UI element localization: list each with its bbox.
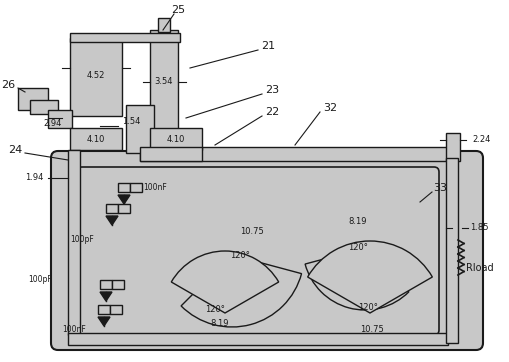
FancyBboxPatch shape (77, 167, 438, 335)
Text: 120°: 120° (205, 306, 224, 315)
Text: 26: 26 (1, 80, 15, 90)
Wedge shape (181, 255, 301, 327)
Wedge shape (171, 251, 278, 313)
Bar (48, 110, 72, 128)
Text: 21: 21 (261, 41, 274, 51)
Bar (118, 204, 130, 213)
Text: 32: 32 (322, 103, 336, 113)
Bar (140, 147, 447, 161)
Text: 120°: 120° (357, 303, 377, 312)
Text: 2.24: 2.24 (471, 135, 490, 144)
Wedge shape (307, 241, 432, 313)
Bar (445, 133, 459, 161)
Text: 2.94: 2.94 (43, 118, 61, 127)
Bar (106, 204, 118, 213)
Bar (18, 88, 48, 110)
Polygon shape (106, 216, 118, 225)
Bar (150, 30, 178, 135)
Bar (98, 305, 110, 314)
Text: 25: 25 (171, 5, 185, 15)
Text: 1.94: 1.94 (25, 173, 43, 182)
Text: 4.10: 4.10 (166, 135, 185, 143)
FancyBboxPatch shape (51, 151, 482, 350)
Text: 10.75: 10.75 (359, 325, 383, 334)
Wedge shape (304, 248, 408, 310)
Text: 1.85: 1.85 (469, 223, 488, 232)
Bar (140, 147, 202, 161)
Text: 1.54: 1.54 (122, 118, 140, 126)
Text: 8.19: 8.19 (348, 218, 366, 227)
Text: 24: 24 (8, 145, 22, 155)
Bar (30, 100, 58, 114)
Text: Rload: Rload (465, 263, 493, 273)
Text: 8.19: 8.19 (210, 319, 229, 328)
Text: 22: 22 (264, 107, 278, 117)
Text: 33: 33 (432, 183, 446, 193)
Bar (112, 280, 124, 289)
Text: 10.75: 10.75 (240, 227, 263, 236)
Bar (70, 128, 122, 150)
Bar (110, 305, 122, 314)
Text: 100nF: 100nF (143, 182, 166, 191)
Text: 120°: 120° (347, 244, 367, 253)
Text: 3.54: 3.54 (154, 77, 173, 87)
Text: 4.52: 4.52 (87, 72, 105, 80)
Bar (118, 183, 130, 192)
Text: 100pF: 100pF (28, 275, 52, 285)
Bar (126, 105, 154, 153)
Text: 100nF: 100nF (62, 325, 86, 334)
Polygon shape (100, 292, 112, 301)
Bar (100, 280, 112, 289)
Bar (158, 18, 169, 32)
Polygon shape (118, 195, 130, 204)
Text: 100pF: 100pF (70, 236, 94, 244)
Polygon shape (98, 317, 110, 326)
Bar (70, 33, 180, 42)
Bar (70, 38, 122, 116)
Text: 23: 23 (264, 85, 278, 95)
Text: 4.10: 4.10 (87, 135, 105, 143)
Bar (130, 183, 142, 192)
Bar (445, 158, 457, 343)
Bar (68, 150, 80, 335)
Bar (150, 128, 202, 150)
Text: 120°: 120° (230, 251, 249, 260)
Bar (68, 333, 447, 345)
